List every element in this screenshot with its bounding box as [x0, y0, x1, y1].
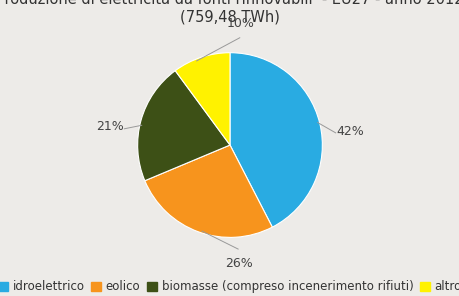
Title: Produzione di elettricità da fonti rinnovabili  - EU27 - anno 2012
(759,48 TWh): Produzione di elettricità da fonti rinno…: [0, 0, 459, 24]
Text: 42%: 42%: [336, 125, 363, 138]
Text: 26%: 26%: [225, 257, 252, 270]
Wedge shape: [175, 53, 230, 145]
Wedge shape: [145, 145, 272, 237]
Legend: idroelettrico, eolico, biomasse (compreso incenerimento rifiuti), altro: idroelettrico, eolico, biomasse (compres…: [0, 276, 459, 296]
Text: 10%: 10%: [227, 17, 254, 30]
Text: 21%: 21%: [96, 120, 123, 133]
Wedge shape: [137, 71, 230, 181]
Wedge shape: [230, 53, 322, 227]
